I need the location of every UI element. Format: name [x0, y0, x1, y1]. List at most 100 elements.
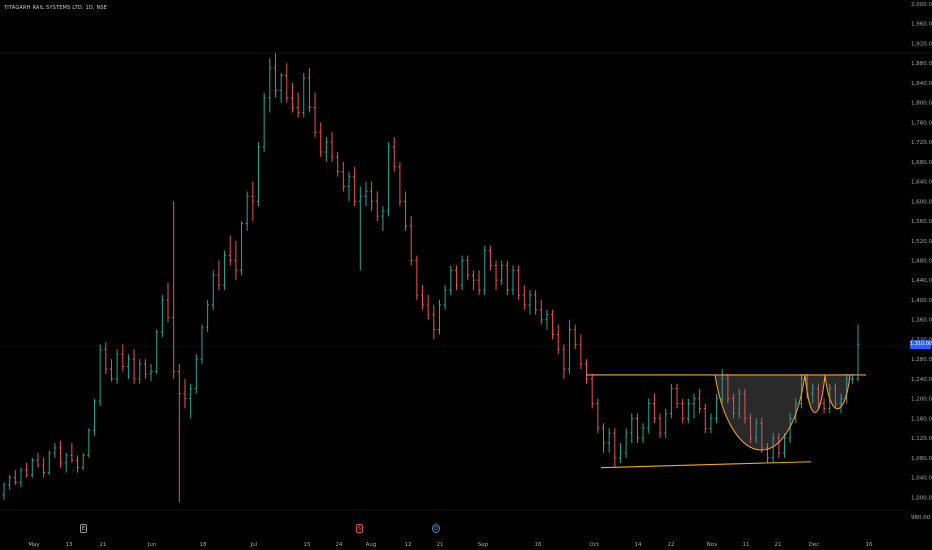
ohlc-bar	[109, 359, 113, 382]
time-axis[interactable]: May 13 21 Jun 18 Jul 15 24 Aug 12 21 Sep 16 Oct 14 22 No…	[28, 542, 873, 548]
ohlc-bar	[421, 285, 425, 310]
ohlc-bar	[658, 413, 662, 439]
y-tick-label: 2,000.00	[911, 2, 932, 8]
ohlc-bar	[313, 92, 317, 138]
cup-curve	[714, 374, 806, 451]
ohlc-bar	[681, 398, 685, 424]
ohlc-bar	[726, 373, 730, 404]
ohlc-bar	[81, 452, 85, 471]
ohlc-bar	[771, 433, 775, 463]
ohlc-bar	[25, 462, 29, 478]
ohlc-bar	[319, 122, 323, 157]
x-tick-label: Dec	[809, 542, 820, 548]
price-axis[interactable]: 2,000.00 1,960.00 1,920.00 1,880.00 1,840.00…	[911, 2, 932, 521]
ohlc-bar	[59, 440, 63, 468]
support-trendline	[600, 461, 812, 469]
ohlc-bar	[596, 398, 600, 434]
ohlc-bar	[449, 265, 453, 296]
y-tick-label: 1,920.00	[911, 41, 932, 47]
ohlc-bar	[850, 373, 854, 384]
x-tick-label: 24	[336, 542, 343, 548]
ohlc-bar	[155, 329, 159, 374]
ohlc-bar	[126, 354, 130, 379]
ohlc-bar	[211, 270, 215, 310]
ohlc-bar	[766, 443, 770, 463]
x-tick-label: 16	[535, 542, 542, 548]
y-tick-label: 1,520.00	[911, 239, 932, 245]
ohlc-bar	[251, 181, 255, 222]
ohlc-bar	[149, 364, 153, 382]
ohlc-bar	[579, 334, 583, 370]
x-tick-label: Jul	[250, 542, 258, 548]
y-tick-label: 1,200.00	[911, 397, 932, 403]
ohlc-bar	[375, 191, 379, 222]
ohlc-bar	[573, 324, 577, 350]
ohlc-bar	[811, 383, 815, 404]
ohlc-bar	[143, 359, 147, 379]
ohlc-bar	[839, 393, 843, 414]
ohlc-bar	[477, 270, 481, 296]
x-tick-label: Sep	[478, 542, 489, 548]
ohlc-bar	[347, 171, 351, 202]
ohlc-bar	[568, 319, 572, 374]
ohlc-bar	[341, 161, 345, 192]
ohlc-bar	[737, 388, 741, 419]
ohlc-bar	[754, 418, 758, 444]
ohlc-bar	[245, 191, 249, 231]
ohlc-bar	[307, 68, 311, 113]
ohlc-bar	[432, 304, 436, 340]
ohlc-bar	[47, 450, 51, 476]
x-tick-label: May	[28, 542, 40, 548]
ohlc-bar	[460, 255, 464, 291]
ohlc-bar	[268, 58, 272, 113]
ohlc-bar	[556, 324, 560, 355]
ohlc-bar	[42, 457, 46, 478]
ohlc-bar	[381, 206, 385, 231]
ohlc-bar	[782, 433, 786, 458]
ohlc-bar	[87, 428, 91, 458]
gridlines	[0, 52, 932, 511]
ohlc-bar	[370, 181, 374, 212]
earnings-event-icon[interactable]: E	[80, 524, 87, 533]
split-event-icon[interactable]: S	[356, 524, 363, 533]
ohlc-bar	[70, 443, 74, 463]
ohlc-bar	[760, 418, 764, 453]
ohlc-bar	[172, 201, 176, 379]
ohlc-bar	[166, 282, 170, 323]
y-tick-label: 1,960.00	[911, 22, 932, 28]
y-tick-label: 1,080.00	[911, 456, 932, 462]
x-tick-label: Aug	[366, 542, 377, 548]
y-tick-label: 1,880.00	[911, 61, 932, 67]
ohlc-bars	[2, 53, 860, 503]
x-tick-label: 21	[437, 542, 444, 548]
ohlc-bar	[488, 245, 492, 271]
ohlc-bar	[19, 467, 23, 488]
y-tick-label: 1,040.00	[911, 476, 932, 482]
ohlc-bar	[833, 383, 837, 409]
ohlc-bar	[539, 299, 543, 325]
ohlc-bar	[30, 457, 34, 478]
x-tick-label: Oct	[589, 542, 599, 548]
y-tick-label: 1,480.00	[911, 259, 932, 265]
ohlc-bar	[296, 92, 300, 118]
ohlc-bar	[437, 299, 441, 335]
ohlc-bar	[517, 265, 521, 300]
cup-handle-pattern	[586, 374, 866, 469]
ohlc-bar	[279, 73, 283, 103]
ohlc-bar	[522, 285, 526, 310]
y-tick-label: 1,440.00	[911, 278, 932, 284]
ohlc-bar	[285, 63, 289, 103]
ohlc-bar	[104, 341, 108, 374]
ohlc-bar	[483, 245, 487, 296]
ohlc-bar	[703, 403, 707, 434]
ohlc-bar	[618, 443, 622, 463]
ohlc-bar	[669, 383, 673, 419]
ohlc-bar	[551, 309, 555, 340]
dividend-event-icon[interactable]: D	[432, 524, 440, 533]
ohlc-bar	[466, 255, 470, 281]
ohlc-bar	[13, 470, 17, 485]
ohlc-bar	[217, 260, 221, 291]
y-tick-label: 1,600.00	[911, 199, 932, 205]
ohlc-bar	[692, 393, 696, 419]
